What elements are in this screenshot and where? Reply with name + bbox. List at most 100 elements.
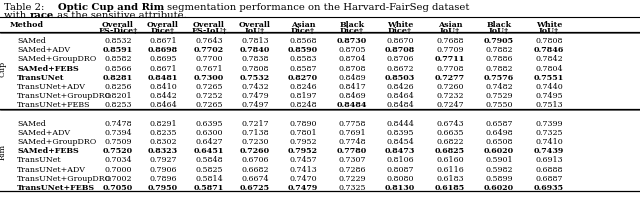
Text: 0.6825: 0.6825 [435, 147, 465, 155]
Text: 0.8302: 0.8302 [149, 138, 177, 146]
Text: 0.7479: 0.7479 [288, 184, 318, 192]
Text: 0.8704: 0.8704 [338, 55, 366, 63]
Text: 0.8454: 0.8454 [386, 138, 414, 146]
Text: 0.5848: 0.5848 [195, 156, 223, 164]
Text: 0.6508: 0.6508 [485, 138, 513, 146]
Text: TransUNet: TransUNet [17, 74, 65, 82]
Text: 0.8410: 0.8410 [149, 83, 177, 91]
Text: 0.8087: 0.8087 [387, 166, 413, 173]
Text: race: race [29, 11, 54, 20]
Text: 0.8484: 0.8484 [386, 101, 414, 109]
Text: 0.7229: 0.7229 [339, 175, 365, 183]
Text: 0.8130: 0.8130 [385, 184, 415, 192]
Text: 0.8708: 0.8708 [339, 65, 365, 73]
Text: 0.7927: 0.7927 [149, 156, 177, 164]
Text: 0.7265: 0.7265 [195, 83, 223, 91]
Text: 0.8291: 0.8291 [149, 119, 177, 128]
Text: 0.7432: 0.7432 [241, 83, 269, 91]
Text: 0.7440: 0.7440 [535, 83, 563, 91]
Text: 0.7952: 0.7952 [289, 138, 317, 146]
Text: 0.7410: 0.7410 [535, 138, 563, 146]
Text: 0.6888: 0.6888 [535, 166, 563, 173]
Text: 0.8281: 0.8281 [103, 74, 133, 82]
Text: 0.8566: 0.8566 [104, 65, 132, 73]
Text: 0.8106: 0.8106 [386, 156, 414, 164]
Text: SAMed+GroupDRO: SAMed+GroupDRO [17, 55, 96, 63]
Text: 0.7260: 0.7260 [436, 83, 464, 91]
Text: 0.6587: 0.6587 [485, 119, 513, 128]
Text: 0.6935: 0.6935 [534, 184, 564, 192]
Text: Optic Cup and Rim: Optic Cup and Rim [58, 3, 164, 12]
Text: 0.7439: 0.7439 [534, 147, 564, 155]
Text: 0.7532: 0.7532 [240, 74, 270, 82]
Text: 0.8503: 0.8503 [385, 74, 415, 82]
Text: 0.7478: 0.7478 [104, 119, 132, 128]
Text: 0.7217: 0.7217 [241, 119, 269, 128]
Text: Asian: Asian [291, 21, 316, 29]
Text: IoU†: IoU† [489, 27, 509, 35]
Text: 0.8583: 0.8583 [289, 55, 317, 63]
Text: 0.8270: 0.8270 [288, 74, 318, 82]
Text: 0.7479: 0.7479 [241, 92, 269, 100]
Text: 0.7905: 0.7905 [484, 37, 514, 45]
Text: 0.6160: 0.6160 [436, 156, 464, 164]
Text: 0.8417: 0.8417 [338, 83, 366, 91]
Text: 0.6395: 0.6395 [195, 119, 223, 128]
Text: 0.6427: 0.6427 [195, 138, 223, 146]
Text: Dice†: Dice† [340, 27, 364, 35]
Text: 0.7265: 0.7265 [195, 101, 223, 109]
Text: 0.7838: 0.7838 [241, 55, 269, 63]
Text: 0.8197: 0.8197 [289, 92, 317, 100]
Text: ES-IoU†: ES-IoU† [191, 27, 227, 35]
Text: 0.6706: 0.6706 [241, 156, 269, 164]
Text: White: White [387, 21, 413, 29]
Text: 0.7520: 0.7520 [103, 147, 133, 155]
Text: 0.7509: 0.7509 [104, 138, 132, 146]
Text: 0.7002: 0.7002 [104, 175, 132, 183]
Text: TransUNet+ADV: TransUNet+ADV [17, 166, 86, 173]
Text: 0.7551: 0.7551 [534, 74, 564, 82]
Text: 0.7890: 0.7890 [289, 119, 317, 128]
Text: 0.6451: 0.6451 [194, 147, 224, 155]
Text: 0.7780: 0.7780 [337, 147, 367, 155]
Text: 0.7529: 0.7529 [485, 92, 513, 100]
Text: 0.8484: 0.8484 [337, 101, 367, 109]
Text: 0.6498: 0.6498 [485, 129, 513, 137]
Text: 0.5871: 0.5871 [194, 184, 224, 192]
Text: with: with [4, 11, 29, 20]
Text: 0.7252: 0.7252 [195, 92, 223, 100]
Text: 0.7950: 0.7950 [148, 184, 178, 192]
Text: 0.7260: 0.7260 [240, 147, 270, 155]
Text: SAMed: SAMed [17, 119, 45, 128]
Text: 0.8532: 0.8532 [104, 37, 132, 45]
Text: Dice†: Dice† [151, 27, 175, 35]
Text: 0.7394: 0.7394 [104, 129, 132, 137]
Text: 0.7671: 0.7671 [195, 65, 223, 73]
Text: 0.8256: 0.8256 [104, 83, 132, 91]
Text: 0.7457: 0.7457 [289, 156, 317, 164]
Text: 0.6822: 0.6822 [436, 138, 464, 146]
Text: 0.8246: 0.8246 [289, 83, 317, 91]
Text: 0.8469: 0.8469 [338, 92, 366, 100]
Text: 0.6725: 0.6725 [240, 184, 270, 192]
Text: 0.6020: 0.6020 [484, 184, 514, 192]
Text: 0.7808: 0.7808 [241, 65, 269, 73]
Text: IoU†: IoU† [245, 27, 265, 35]
Text: 0.7482: 0.7482 [485, 83, 513, 91]
Text: 0.5901: 0.5901 [485, 156, 513, 164]
Text: 0.8080: 0.8080 [387, 175, 413, 183]
Text: 0.7550: 0.7550 [485, 101, 513, 109]
Text: 0.6674: 0.6674 [241, 175, 269, 183]
Text: 0.8473: 0.8473 [385, 147, 415, 155]
Text: 0.8708: 0.8708 [385, 46, 415, 54]
Text: 0.7399: 0.7399 [535, 119, 563, 128]
Text: 0.7513: 0.7513 [535, 101, 563, 109]
Text: 0.7688: 0.7688 [436, 37, 464, 45]
Text: 0.6020: 0.6020 [484, 147, 514, 155]
Text: SAMed: SAMed [17, 37, 45, 45]
Text: 0.8670: 0.8670 [387, 37, 413, 45]
Text: 0.6185: 0.6185 [435, 184, 465, 192]
Text: 0.8481: 0.8481 [148, 74, 178, 82]
Text: 0.7709: 0.7709 [436, 46, 464, 54]
Text: 0.6913: 0.6913 [535, 156, 563, 164]
